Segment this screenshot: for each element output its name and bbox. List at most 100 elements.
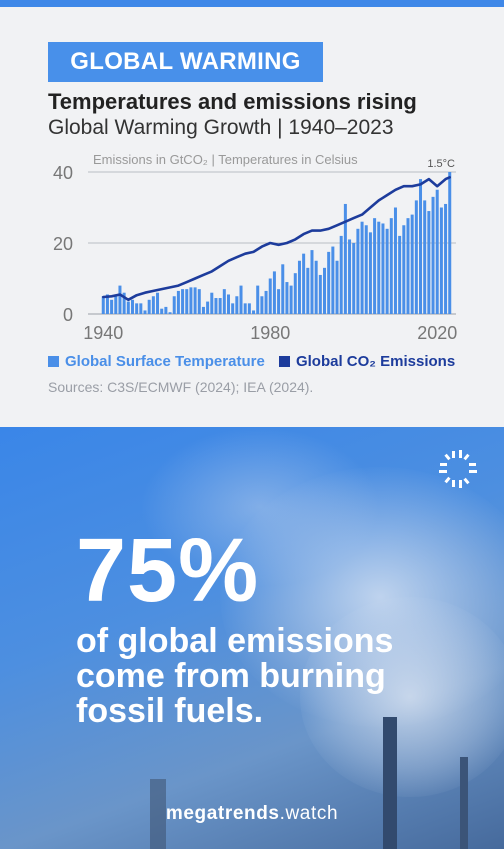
temperature-bar bbox=[272, 271, 276, 314]
x-tick-label: 1980 bbox=[250, 323, 290, 343]
temperature-bar bbox=[172, 296, 176, 314]
temperature-bar bbox=[314, 260, 318, 314]
smoke-cloud bbox=[300, 597, 504, 797]
legend-item-co2: Global CO₂ Emissions bbox=[278, 353, 456, 370]
co2-emissions-line bbox=[102, 176, 452, 302]
temperature-bar bbox=[277, 289, 281, 314]
temperature-bar bbox=[360, 221, 364, 314]
x-tick-label: 2020 bbox=[417, 323, 457, 343]
temperature-bar bbox=[377, 221, 381, 314]
chart-subtitle: Emissions in GtCO₂ | Temperatures in Cel… bbox=[93, 152, 358, 167]
temperature-bar bbox=[118, 285, 122, 314]
temperature-bar bbox=[243, 303, 247, 314]
temperature-bar bbox=[331, 246, 335, 314]
temperature-bar bbox=[206, 301, 210, 314]
temperature-bar bbox=[105, 294, 109, 314]
temperature-bar bbox=[122, 292, 126, 314]
temperature-bar bbox=[110, 299, 114, 314]
temperature-bar bbox=[189, 287, 193, 314]
temperature-bar bbox=[197, 289, 201, 314]
temperature-bar bbox=[423, 200, 427, 314]
temperature-bar bbox=[410, 214, 414, 314]
temperature-bar bbox=[114, 296, 118, 314]
temperature-bar bbox=[252, 310, 256, 314]
temperature-bar bbox=[323, 267, 327, 314]
hero-photo-panel bbox=[0, 427, 504, 849]
temperature-bar bbox=[373, 218, 377, 314]
temperature-bar bbox=[264, 290, 268, 314]
temperature-bar bbox=[302, 253, 306, 314]
temperature-bar bbox=[368, 232, 372, 314]
temperature-bar bbox=[193, 287, 197, 314]
smokestack bbox=[383, 717, 397, 849]
temperature-bar bbox=[289, 285, 293, 314]
temperature-bar bbox=[293, 273, 297, 314]
temperature-bar bbox=[135, 303, 139, 314]
temperature-bar bbox=[327, 251, 331, 314]
temperature-bar bbox=[352, 243, 356, 314]
smokestack bbox=[460, 757, 468, 849]
temperature-bar bbox=[181, 289, 185, 314]
brand-wordmark: megatrends.watch bbox=[0, 803, 504, 825]
legend-label-co2: Global CO₂ Emissions bbox=[295, 353, 456, 370]
temperature-bar bbox=[247, 303, 251, 314]
temperature-bar bbox=[318, 274, 322, 314]
temperature-bar bbox=[222, 289, 226, 314]
temperature-bar bbox=[389, 218, 393, 314]
brand-logo-icon bbox=[439, 450, 477, 488]
temperature-bar bbox=[427, 211, 431, 314]
temperature-bar bbox=[226, 294, 230, 314]
temperature-bar bbox=[339, 235, 343, 314]
temperature-bar bbox=[214, 298, 218, 314]
headline: Temperatures and emissions rising bbox=[48, 89, 417, 114]
temperature-bar bbox=[297, 260, 301, 314]
temperature-bar bbox=[310, 250, 314, 314]
temperature-bar bbox=[143, 310, 147, 314]
temperature-bar bbox=[201, 306, 205, 314]
temperature-bar bbox=[406, 218, 410, 314]
temperature-bar bbox=[356, 228, 360, 314]
y-tick-label: 40 bbox=[53, 163, 73, 183]
temperature-bar bbox=[239, 285, 243, 314]
temperature-bar bbox=[364, 225, 368, 314]
temperature-bar bbox=[268, 278, 272, 314]
temperature-bar bbox=[218, 298, 222, 314]
temperature-bar bbox=[210, 292, 214, 314]
temperature-bar bbox=[306, 267, 310, 314]
legend-item-temperature: Global Surface Temperature bbox=[48, 353, 265, 370]
temperature-bar bbox=[402, 225, 406, 314]
temperature-bar bbox=[448, 172, 452, 314]
temperature-bar bbox=[398, 235, 402, 314]
stat-number: 75% bbox=[76, 521, 260, 621]
brand-name-suffix: .watch bbox=[279, 803, 339, 824]
stat-line: fossil fuels. bbox=[76, 692, 264, 730]
temperature-bar bbox=[147, 299, 151, 314]
temperature-bar bbox=[185, 289, 189, 314]
temperature-bar bbox=[439, 207, 443, 314]
smokestack bbox=[150, 779, 166, 849]
temperature-bar bbox=[335, 260, 339, 314]
sources-note: Sources: C3S/ECMWF (2024); IEA (2024). bbox=[48, 379, 314, 395]
temperature-bar bbox=[235, 296, 239, 314]
temperature-bar bbox=[385, 228, 389, 314]
temperature-bar bbox=[160, 308, 164, 314]
y-tick-label: 0 bbox=[63, 305, 73, 325]
temperature-bar bbox=[414, 200, 418, 314]
temperature-bar bbox=[231, 303, 235, 314]
temperature-bar bbox=[435, 189, 439, 314]
x-tick-label: 1940 bbox=[83, 323, 123, 343]
temperature-bar bbox=[381, 223, 385, 314]
temperature-bar bbox=[176, 290, 180, 314]
temperature-bar bbox=[139, 303, 143, 314]
stat-line: of global emissions bbox=[76, 622, 394, 660]
chart-legend: Global Surface Temperature Global CO₂ Em… bbox=[48, 353, 465, 370]
brand-name-bold: megatrends bbox=[165, 803, 280, 824]
temperature-bar bbox=[444, 203, 448, 314]
threshold-annotation: 1.5°C bbox=[427, 158, 455, 170]
stat-statement: of global emissions come from burning fo… bbox=[76, 624, 393, 729]
y-tick-label: 20 bbox=[53, 234, 73, 254]
temperature-bar bbox=[260, 296, 264, 314]
category-tag: GLOBAL WARMING bbox=[48, 42, 323, 82]
stat-line: come from burning bbox=[76, 657, 386, 695]
temperature-bar bbox=[126, 301, 130, 314]
